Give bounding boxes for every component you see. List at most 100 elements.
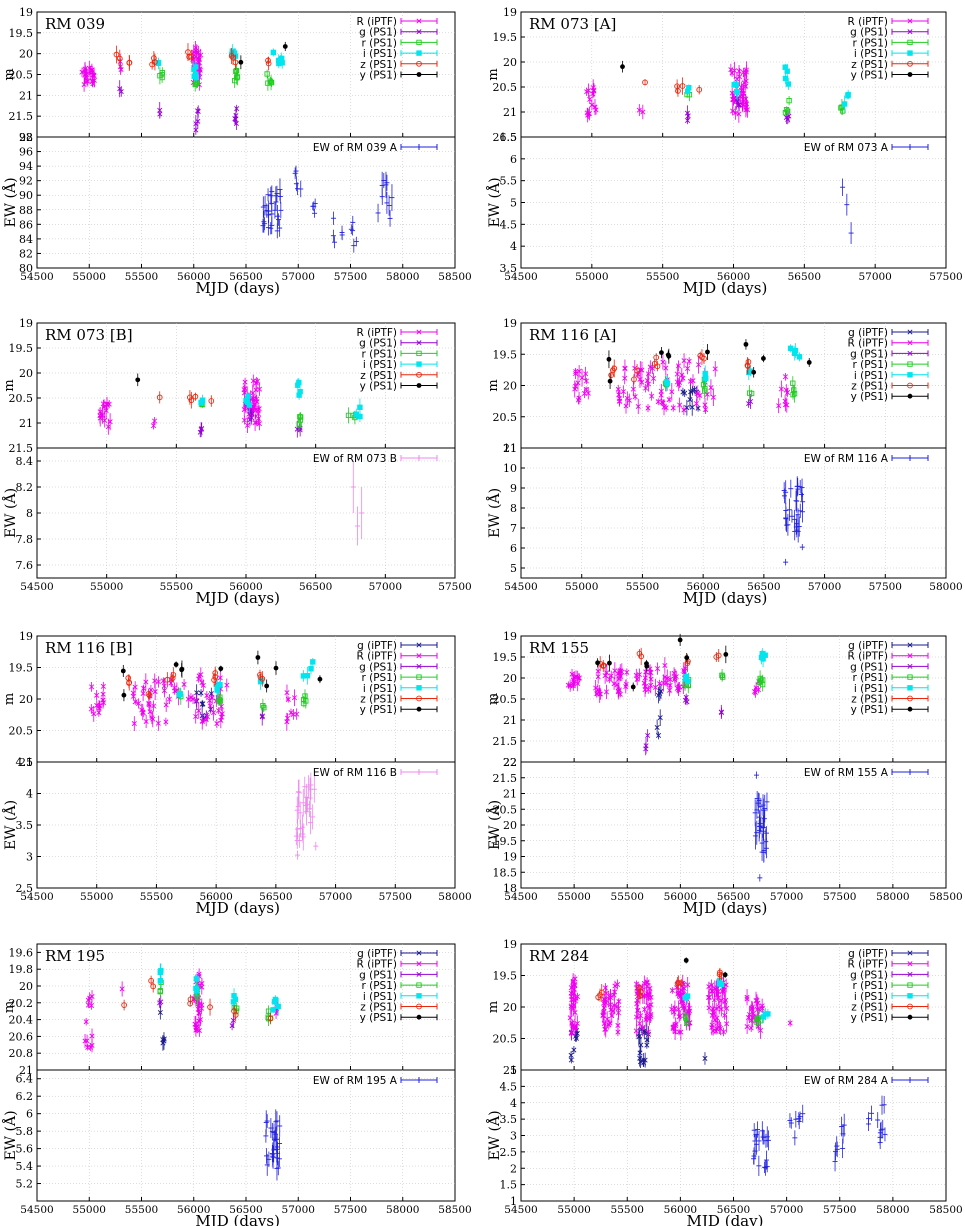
x-axis-label: MJD (days) [195,589,280,607]
y-tick-label: 21 [503,788,517,801]
panel-title: RM 155 [529,639,589,657]
y-tick-label: 1.5 [500,1179,518,1192]
magnitude-subplot: 1919.52020.521mRM 116 [B] g (iPTF)R (iPTF… [2,630,455,769]
y-tick-label: 9 [510,482,517,495]
x-tick-label: 57000 [369,581,402,593]
y-axis-label: m [2,68,17,80]
data-point [908,994,912,998]
y-axis-label: EW (Å) [485,177,503,227]
plot-frame [521,448,946,578]
y-tick-label: 19.5 [9,342,34,355]
data-point [245,399,249,406]
y-axis-label: m [2,379,17,391]
y-tick-label: 19.5 [493,970,518,983]
panel-title: RM 073 [B] [45,326,133,344]
x-tick-label: 58500 [438,1204,471,1216]
plot-frame [37,448,455,578]
y-tick-label: 8 [510,502,517,515]
y-tick-label: 20.5 [493,1033,518,1046]
y-tick-label: 6 [510,542,517,555]
ew-subplot: 8082848688909294969854500 55000 55500 56000… [1,131,472,297]
x-tick-label: 55000 [557,891,590,903]
legend-label: y (PS1) [851,704,888,716]
y-tick-label: 4 [510,240,517,253]
y-tick-label: 20.5 [493,81,518,94]
x-tick-label: 55500 [160,581,193,593]
y-tick-label: 21 [503,714,517,727]
y-axis-label: EW (Å) [485,1110,503,1160]
x-tick-label: 58000 [438,891,471,903]
y-tick-label: 92 [19,175,33,188]
y-axis-label: m [486,693,501,705]
y-tick-label: 5.2 [16,1178,34,1191]
y-tick-label: 4.5 [16,756,34,769]
x-tick-label: 55000 [575,271,608,283]
y-tick-label: 5 [510,197,517,210]
data-point [271,1006,275,1013]
x-tick-label: 57000 [282,271,315,283]
legend-label: EW of RM 073 A [804,142,889,154]
x-tick-label: 55500 [626,581,659,593]
y-tick-label: 20 [503,1001,517,1014]
x-tick-label: 54500 [20,891,53,903]
x-tick-label: 57000 [770,891,803,903]
x-axis-label: MJD (days) [195,279,280,297]
x-tick-label: 55000 [73,1204,106,1216]
panel-title: RM 195 [45,947,105,965]
ew-subplot: 56789101154500 55000 55500 56000 56500 57000 5… [485,442,963,607]
magnitude-subplot: 1919.52020.52121.5mRM 073 [B] R (iPTF)g (… [2,317,455,455]
x-tick-label: 57000 [770,1204,803,1216]
magnitude-subplot: 19 19.5 20 20.5 21 m RM 116 [A] g (iPTF)R (iPTF… [486,317,946,455]
y-tick-label: 8 [26,507,33,520]
chart-panel: 1919.52020.521mRM 284 g (iPTF)R (iPTF)g (… [485,938,963,1226]
y-tick-label: 19 [19,630,33,643]
y-tick-label: 6 [510,153,517,166]
y-tick-label: 82 [19,247,33,260]
y-tick-label: 5 [510,562,517,575]
y-tick-label: 19 [503,630,517,643]
y-tick-label: 19.5 [9,662,34,675]
data-point [732,81,736,88]
y-tick-label: 10 [503,462,517,475]
y-tick-label: 18.5 [493,866,518,879]
data-point [683,994,687,1001]
y-tick-label: 20 [503,819,517,832]
data-point [908,1015,913,1020]
y-tick-label: 6.5 [500,131,518,144]
x-tick-label: 55000 [73,271,106,283]
y-tick-label: 20 [19,48,33,61]
x-axis-label: MJD (days) [195,1212,280,1226]
y-tick-label: 19.6 [9,946,34,959]
data-point [908,72,913,77]
x-tick-label: 55500 [140,891,173,903]
legend-label: EW of RM 039 A [313,142,398,154]
y-axis-label: EW (Å) [1,488,19,538]
y-tick-label: 21.5 [9,442,34,455]
legend-label: EW of RM 284 A [804,1075,889,1087]
x-tick-label: 56500 [788,271,821,283]
y-tick-label: 19.5 [493,31,518,44]
y-tick-label: 19 [503,6,517,19]
x-tick-label: 54500 [504,891,537,903]
y-tick-label: 21.5 [9,110,34,123]
y-tick-label: 96 [19,146,33,159]
data-point [417,686,421,690]
data-point [177,691,181,698]
y-tick-label: 4 [510,1097,517,1110]
y-tick-label: 90 [19,189,33,202]
y-tick-label: 20.6 [9,1030,34,1043]
x-tick-label: 58500 [438,271,471,283]
magnitude-subplot: 1919.52020.52121.522mRM 039 R (iPTF)g (PS… [2,6,455,144]
y-tick-label: 5 [510,1064,517,1077]
legend-label: EW of RM 195 A [313,1075,398,1087]
data-point [417,51,421,55]
x-tick-label: 58000 [386,1204,419,1216]
x-tick-label: 54500 [20,1204,53,1216]
y-tick-label: 19.8 [9,963,34,976]
y-tick-label: 19 [19,317,33,330]
x-tick-label: 58000 [876,1204,909,1216]
y-tick-label: 19 [19,6,33,19]
legend-label: y (PS1) [851,70,888,82]
data-point [417,1015,422,1020]
y-tick-label: 21 [19,89,33,102]
